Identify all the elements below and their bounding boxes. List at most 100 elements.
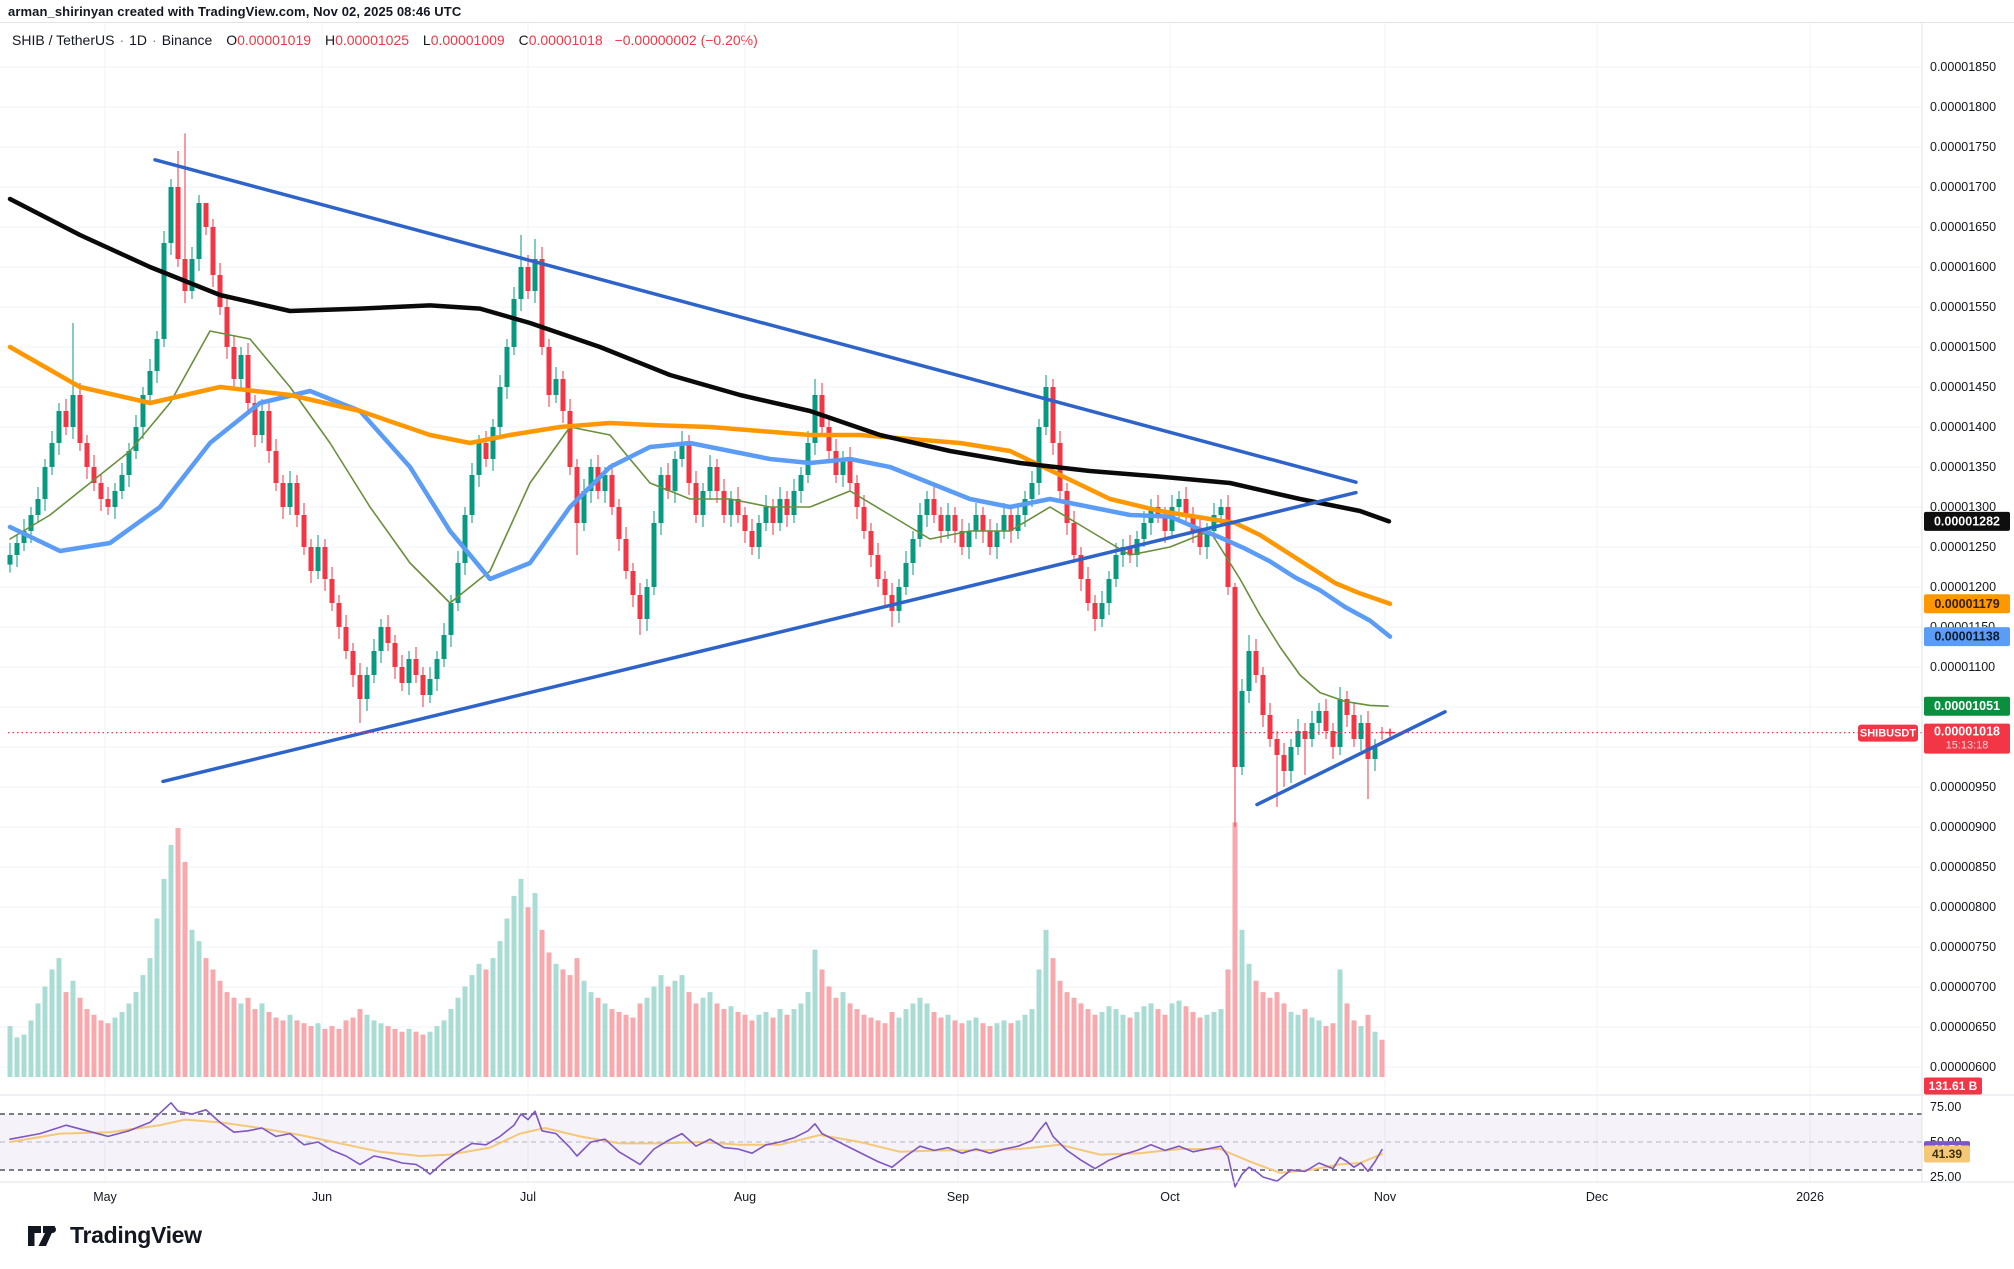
volume-bar: [819, 969, 825, 1077]
volume-bar: [1148, 1003, 1154, 1077]
interval-label[interactable]: 1D: [129, 32, 148, 48]
candle-body: [588, 467, 594, 491]
candle-body: [357, 675, 363, 699]
candle-body: [875, 555, 881, 579]
candle-body: [1274, 739, 1280, 755]
volume-bar: [994, 1023, 1000, 1077]
exchange-label[interactable]: Binance: [161, 32, 213, 48]
candle-body: [847, 459, 853, 483]
candle-body: [329, 579, 335, 603]
candle-body: [1092, 603, 1098, 619]
candle-body: [798, 475, 804, 491]
volume-series[interactable]: [7, 822, 1385, 1077]
candle-body: [973, 515, 979, 531]
volume-bar: [693, 1003, 699, 1077]
rsi-pane[interactable]: [0, 1102, 1922, 1188]
volume-bar: [1281, 1003, 1287, 1077]
candle-body: [1365, 723, 1371, 759]
time-axis-label[interactable]: Jun: [312, 1190, 332, 1204]
volume-bar: [910, 1003, 916, 1077]
trendlines[interactable]: [153, 158, 1447, 807]
price-axis-label: 0.00000850: [1930, 860, 1996, 874]
candle-body: [511, 299, 517, 347]
candlestick-series[interactable]: [7, 133, 1385, 827]
candle-body: [1323, 711, 1329, 731]
candle-body: [322, 547, 328, 579]
candle-body: [315, 547, 321, 571]
tradingview-logo[interactable]: TradingView: [28, 1222, 202, 1249]
volume-bar: [315, 1023, 321, 1077]
candle-body: [672, 459, 678, 491]
time-axis-label[interactable]: May: [93, 1190, 117, 1204]
short-ascending-support-line[interactable]: [1255, 710, 1447, 807]
volume-bar: [1085, 1009, 1091, 1077]
volume-bar: [1078, 1003, 1084, 1077]
volume-bar: [826, 986, 832, 1077]
volume-bar: [847, 1003, 853, 1077]
time-axis-label[interactable]: Oct: [1160, 1190, 1180, 1204]
candle-body: [1078, 555, 1084, 579]
volume-bar: [679, 975, 685, 1077]
price-axis[interactable]: 0.00001850 0.00001800 0.00001750 0.00001700…: [1930, 60, 1996, 1184]
candle-body: [882, 579, 888, 595]
volume-bar: [532, 893, 538, 1077]
legend-separator: ·: [119, 32, 125, 48]
volume-bar: [434, 1026, 440, 1077]
volume-bar: [644, 997, 650, 1077]
candle-body: [427, 679, 433, 695]
candle-body: [364, 675, 370, 699]
volume-bar: [413, 1031, 419, 1077]
candle-body: [994, 531, 1000, 547]
candle-body: [840, 459, 846, 475]
volume-bar: [483, 969, 489, 1077]
candle-body: [1281, 755, 1287, 771]
volume-bar: [329, 1026, 335, 1077]
candle-body: [1099, 603, 1105, 619]
volume-bar: [1337, 969, 1343, 1077]
ascending-support-line[interactable]: [161, 490, 1358, 784]
time-axis-label[interactable]: Nov: [1374, 1190, 1397, 1204]
volume-bar: [525, 907, 531, 1077]
moving-averages[interactable]: [7, 196, 1393, 707]
price-axis-label: 0.00001700: [1930, 180, 1996, 194]
volume-bar: [1022, 1014, 1028, 1077]
volume-bar: [637, 1003, 643, 1077]
chart-canvas[interactable]: 0.00001850 0.00001800 0.00001750 0.00001700…: [0, 22, 2014, 1268]
descending-resistance-line[interactable]: [153, 158, 1358, 484]
volume-bar: [749, 1020, 755, 1077]
svg-text:SHIBUSDT: SHIBUSDT: [1860, 728, 1917, 740]
volume-bar: [651, 986, 657, 1077]
volume-bar: [714, 1003, 720, 1077]
price-axis-label: 0.00001400: [1930, 420, 1996, 434]
symbol-name[interactable]: SHIB / TetherUS: [12, 32, 115, 48]
volume-bar: [574, 958, 580, 1077]
candle-body: [84, 443, 90, 467]
candle-body: [259, 411, 265, 435]
candle-body: [518, 267, 524, 299]
time-axis-label[interactable]: 2026: [1796, 1190, 1824, 1204]
svg-text:131.61 B: 131.61 B: [1929, 1079, 1978, 1093]
volume-bar: [539, 929, 545, 1077]
volume-bar: [1351, 1020, 1357, 1077]
candle-body: [721, 491, 727, 515]
candle-body: [1162, 515, 1168, 531]
volume-value-badge: 131.61 B: [1924, 1077, 1982, 1095]
volume-bar: [1323, 1026, 1329, 1077]
candle-body: [7, 555, 13, 565]
symbol-price-tag: SHIBUSDT: [1858, 724, 1918, 742]
candle-body: [14, 543, 20, 555]
volume-bar: [224, 992, 230, 1077]
candle-body: [749, 531, 755, 547]
time-axis[interactable]: May Jun Jul Aug Sep Oct Nov Dec 2026: [93, 1190, 1824, 1204]
volume-bar: [721, 1009, 727, 1077]
time-axis-label[interactable]: Aug: [734, 1190, 756, 1204]
time-axis-label[interactable]: Jul: [520, 1190, 536, 1204]
volume-bar: [1260, 992, 1266, 1077]
time-axis-label[interactable]: Dec: [1586, 1190, 1608, 1204]
candle-body: [336, 603, 342, 627]
time-axis-label[interactable]: Sep: [947, 1190, 969, 1204]
candle-body: [1260, 675, 1266, 715]
volume-bar: [735, 1011, 741, 1077]
candle-body: [42, 467, 48, 499]
volume-bar: [686, 992, 692, 1077]
